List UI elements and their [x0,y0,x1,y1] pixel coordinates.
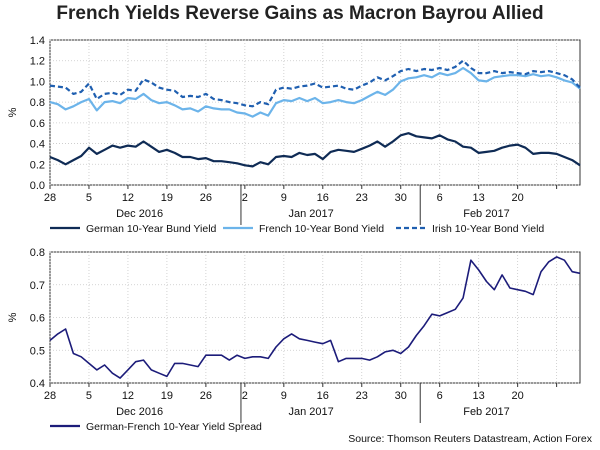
y-tick-label: 0.6 [30,313,45,325]
series-line-german [49,132,581,168]
x-tick-label: 6 [437,390,443,402]
y-tick-label: 0.6 [30,118,45,130]
legend-label: German 10-Year Bund Yield [86,223,217,235]
x-tick-label: 30 [395,390,407,402]
x-month-label: Jan 2017 [288,406,333,418]
y-tick-label: 0.4 [30,378,45,390]
y-tick-label: 1.0 [30,76,45,88]
x-tick-label: 30 [395,192,407,204]
x-tick-label: 9 [281,192,287,204]
y-tick-label: 0.5 [30,345,45,357]
x-tick-label: 5 [86,192,92,204]
x-tick-label: 23 [356,192,368,204]
x-month-label: Feb 2017 [463,208,509,220]
x-tick-label: 13 [473,192,485,204]
series-line-french [49,66,581,118]
x-tick-label: 5 [86,390,92,402]
x-tick-label: 19 [161,192,173,204]
x-tick-label: 2 [242,390,248,402]
y-tick-label: 0.2 [30,159,45,171]
x-month-label: Dec 2016 [116,208,163,220]
x-tick-label: 28 [44,192,56,204]
legend-label: French 10-Year Bond Yield [259,223,384,235]
y-tick-label: 0.8 [30,97,45,109]
source-note: Source: Thomson Reuters Datastream, Acti… [348,433,592,445]
x-month-label: Dec 2016 [116,406,163,418]
x-tick-label: 26 [200,192,212,204]
x-tick-label: 13 [473,390,485,402]
y-axis-label: % [7,107,19,117]
y-tick-label: 0.7 [30,280,45,292]
x-tick-label: 28 [44,390,56,402]
x-tick-label: 6 [437,192,443,204]
x-tick-label: 16 [317,192,329,204]
x-tick-label: 16 [317,390,329,402]
x-month-label: Feb 2017 [463,406,509,418]
x-tick-label: 9 [281,390,287,402]
x-tick-label: 26 [200,390,212,402]
y-tick-label: 0.8 [30,247,45,259]
x-tick-label: 20 [512,192,524,204]
series-line-spread [49,256,581,379]
y-axis-label: % [7,312,19,322]
x-tick-label: 12 [122,192,134,204]
legend-label: Irish 10-Year Bond Yield [432,223,544,235]
x-tick-label: 19 [161,390,173,402]
x-tick-label: 12 [122,390,134,402]
y-tick-label: 0.0 [30,180,45,192]
legend-label: German-French 10-Year Yield Spread [86,421,262,433]
x-tick-label: 20 [512,390,524,402]
x-tick-label: 23 [356,390,368,402]
chart-title: French Yields Reverse Gains as Macron Ba… [56,3,544,24]
series-line-irish [49,59,581,108]
x-month-label: Jan 2017 [288,208,333,220]
plot-frame [49,39,581,186]
y-tick-label: 1.4 [30,35,45,47]
y-tick-label: 0.4 [30,139,45,151]
x-tick-label: 2 [242,192,248,204]
y-tick-label: 1.2 [30,56,45,68]
